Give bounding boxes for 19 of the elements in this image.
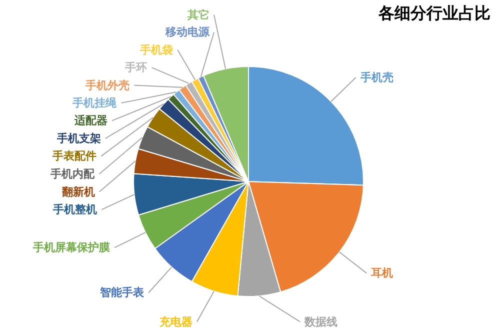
slice-label: 适配器 <box>73 114 108 128</box>
slice-label: 耳机 <box>370 266 394 280</box>
slice-label: 手机壳 <box>359 70 394 84</box>
slice-label: 手表配件 <box>52 150 97 163</box>
slice-label: 手环 <box>124 61 148 74</box>
slice-label: 手机外壳 <box>84 78 130 92</box>
slice-label: 其它 <box>186 8 210 22</box>
slice-label: 充电器 <box>158 315 192 328</box>
slice-label: 手机袋 <box>139 43 174 56</box>
slice-label: 移动电源 <box>164 26 210 39</box>
slice-label: 数据线 <box>304 315 338 328</box>
slice-label: 手机屏幕保护膜 <box>32 241 111 254</box>
slice-label: 手机支架 <box>56 132 101 145</box>
slice-label: 翻新机 <box>60 185 95 198</box>
slice-label: 手机整机 <box>52 203 98 216</box>
text: 各细分行业占比 <box>378 4 490 22</box>
slice-label: 智能手表 <box>99 286 146 300</box>
slice-label: 手机内配 <box>50 167 96 180</box>
slice-label: 手机挂绳 <box>72 96 118 110</box>
